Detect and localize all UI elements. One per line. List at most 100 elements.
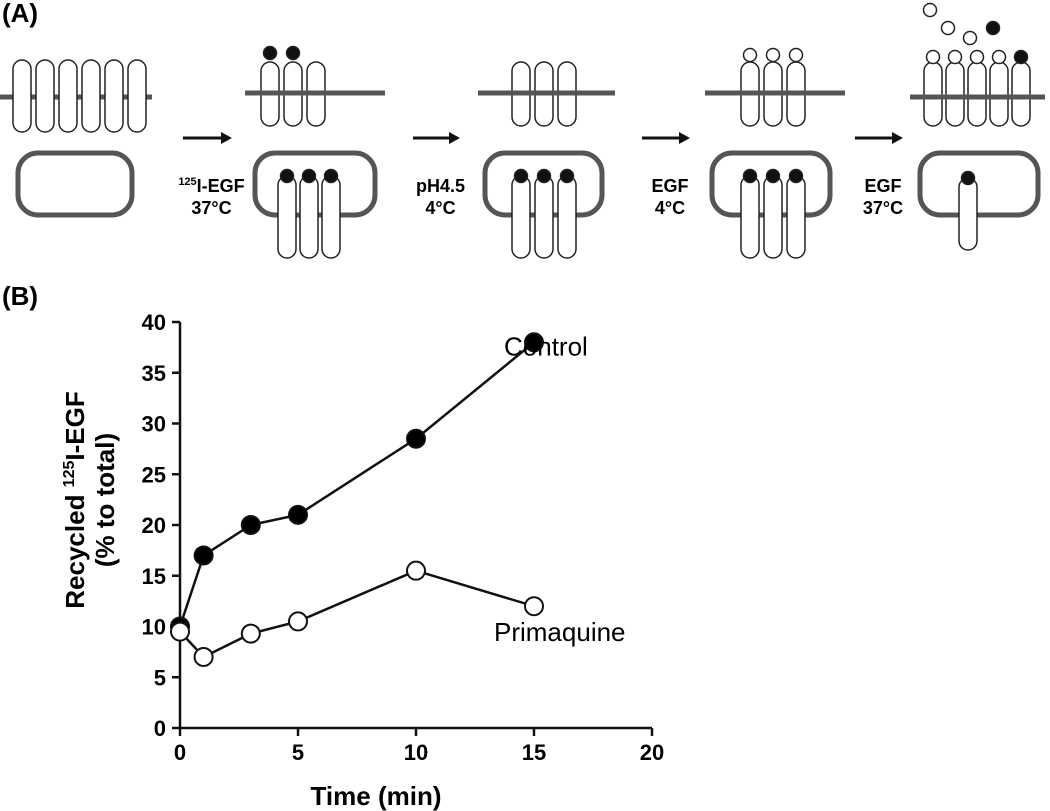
step-label: pH4.5 [416,176,465,196]
step-label-sup: 125 [178,176,196,188]
egf-unlabeled [742,47,758,63]
x-axis-title: Time (min) [311,781,442,811]
data-point [288,504,308,525]
egf-unlabeled [962,30,978,46]
receptor [321,175,341,259]
data-point [524,596,544,617]
arrow-head [679,132,690,144]
receptor [12,59,32,133]
step-label-text: pH4.5 [416,176,465,196]
y-tick-label: 30 [142,412,166,437]
step-label-text: I-EGF [197,176,245,196]
step-label: 37°C [191,198,231,218]
x-tick-label: 10 [404,740,428,765]
arrow-head [221,132,232,144]
y-tick-label: 20 [142,513,166,538]
y-tick-label: 40 [142,310,166,335]
data-point [240,515,261,535]
y-tick-label: 5 [154,665,166,690]
data-point [193,646,214,667]
panel-label: (B) [2,281,38,311]
x-tick-label: 0 [174,740,186,765]
egf-unlabeled [969,49,985,65]
endosome [917,150,1041,218]
y-tick-label: 25 [142,462,166,487]
egf-labeled [985,20,1001,36]
series-line [179,569,535,659]
egf-unlabeled [922,2,938,18]
series-label: Control [504,331,588,361]
egf-labeled [513,168,529,184]
egf-labeled [1013,49,1029,65]
egf-unlabeled [788,47,804,63]
egf-labeled [262,45,278,61]
data-point [240,623,261,644]
egf-unlabeled [991,49,1007,65]
y-tick-label: 15 [142,564,166,589]
egf-unlabeled [765,47,781,63]
data-point [406,428,426,449]
data-point [288,611,308,632]
receptor [945,61,965,127]
egf-labeled [559,168,575,184]
receptor [299,175,319,259]
series-line [178,341,535,627]
step-label: 4°C [655,198,685,218]
egf-labeled [301,168,317,184]
receptor [35,59,55,133]
egf-labeled [536,168,552,184]
receptor [958,177,978,251]
step-label-text: EGF [864,176,901,196]
receptor [967,61,987,127]
egf-unlabeled [940,20,956,36]
receptor [277,175,297,259]
arrow-head [449,132,460,144]
y-axis-title-part: I-EGF [60,391,90,460]
receptor [58,59,78,133]
x-tick-label: 5 [292,740,304,765]
receptor [786,175,806,259]
x-tick-label: 15 [522,740,546,765]
receptor [511,175,531,259]
step-label: EGF [864,176,901,196]
receptor [104,59,124,133]
receptor [557,175,577,259]
y-axis-title: (% to total) [90,433,120,567]
receptor [1011,61,1031,127]
receptor [923,61,943,127]
y-axis-title: Recycled 125I-EGF [60,391,90,608]
step-label: 4°C [425,198,455,218]
arrow-head [892,132,903,144]
egf-unlabeled [947,49,963,65]
egf-labeled [279,168,295,184]
y-tick-label: 35 [142,361,166,386]
chart: 0 5 10 15 20 25 30 35 40 0 5 10 15 20 Time (min) Recycl… [60,310,664,811]
step-label: EGF [651,176,688,196]
egf-labeled [285,45,301,61]
egf-labeled [960,170,976,186]
panel-label: (A) [2,0,38,28]
x-tick-label: 20 [640,740,664,765]
receptor [127,59,147,133]
egf-labeled [742,168,758,184]
data-point [193,545,214,566]
egf-labeled [323,168,339,184]
receptor [740,175,760,259]
receptor [989,61,1009,127]
step-label-text: EGF [651,176,688,196]
data-point [170,621,190,642]
receptor [81,59,101,133]
endosome [15,150,135,218]
y-axis-title-sup: 125 [61,461,78,488]
step-label: 37°C [863,198,903,218]
y-axis-title-part: Recycled [60,487,90,608]
series-label: Primaquine [494,617,626,647]
receptor [534,175,554,259]
data-point [406,560,426,581]
egf-labeled [788,168,804,184]
y-tick-label: 0 [154,716,166,741]
data-point [524,332,544,353]
step-label: 125I-EGF [178,176,244,196]
